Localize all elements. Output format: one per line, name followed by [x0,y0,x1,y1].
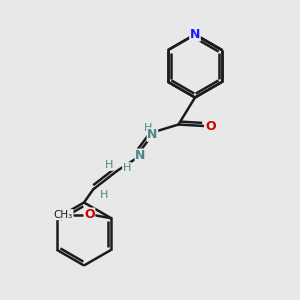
Text: H: H [123,163,131,173]
Text: O: O [205,119,216,133]
Text: N: N [147,128,158,141]
Text: methoxy: methoxy [68,214,74,215]
Text: CH₃: CH₃ [54,210,73,220]
Text: N: N [190,28,200,41]
Text: O: O [84,208,95,221]
Text: H: H [105,160,113,170]
Text: H: H [100,190,108,200]
Text: H: H [144,123,153,133]
Text: N: N [135,149,146,162]
